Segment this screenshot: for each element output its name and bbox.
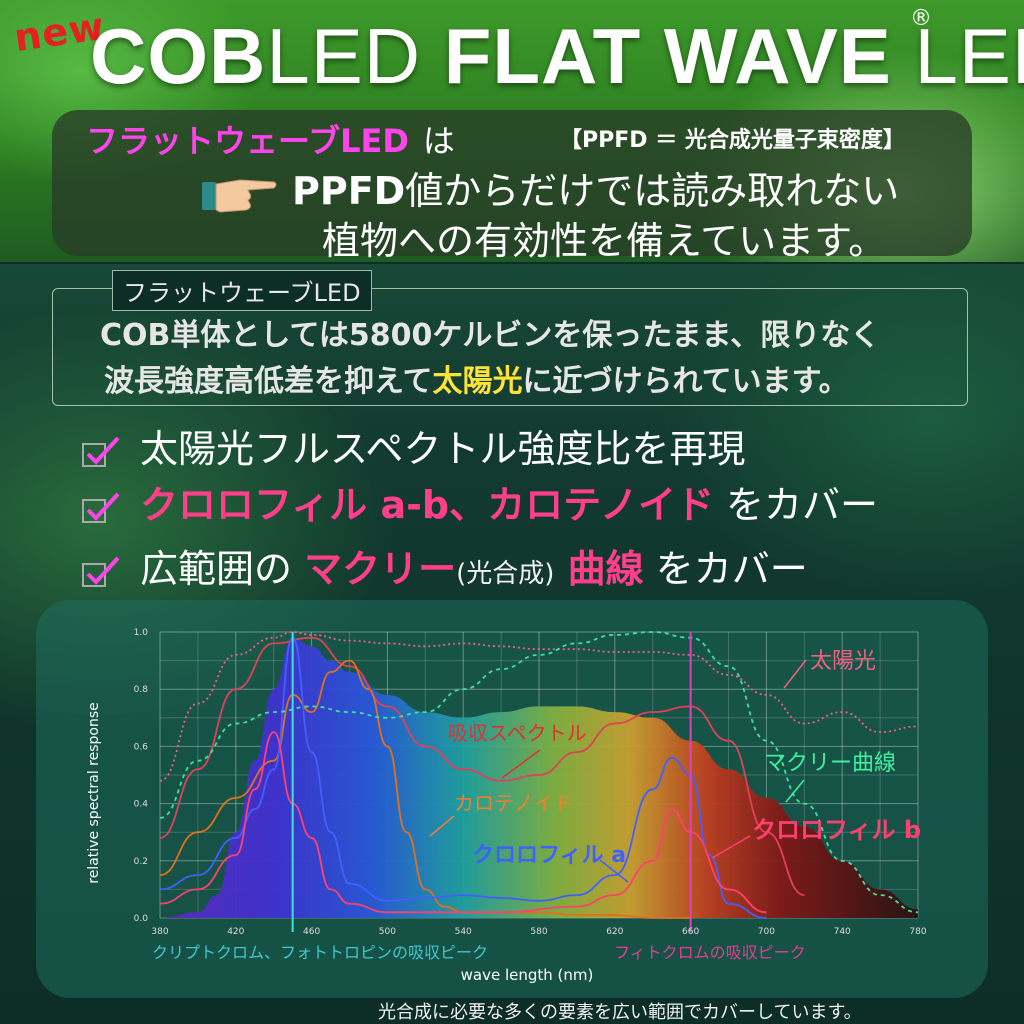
x-tick-label: 740 xyxy=(834,927,851,937)
y-axis-label: relative spectral response xyxy=(86,702,102,884)
annotation-phytochrome: フィトクロムの吸収ピーク xyxy=(614,943,806,962)
check-item-2-highlight: クロロフィル a-b、カロテノイド xyxy=(140,483,714,527)
check-item-1-text: 太陽光フルスペクトル強度比を再現 xyxy=(140,427,746,471)
annotation-arrows xyxy=(429,659,807,883)
annotation-absorption: 吸収スペクトル xyxy=(448,721,587,745)
check-item-2-post: をカバー xyxy=(713,483,879,527)
x-tick-label: 580 xyxy=(530,927,547,937)
footnote: 光合成に必要な多くの要素を広い範囲でカバーしています。 xyxy=(378,1002,862,1023)
ppfd-word: PPFD xyxy=(292,169,406,213)
annotation-chl-a: クロロフィル a xyxy=(472,843,626,868)
photosynthesis-note: (光合成) xyxy=(456,559,555,589)
ppfd-note: 【PPFD ＝ 光合成光量子束密度】 xyxy=(560,128,905,153)
arrow-chl-b xyxy=(711,835,751,859)
product-title: COBLED FLAT WAVE LED xyxy=(90,16,1024,96)
feature-box xyxy=(52,288,968,406)
check-item-2: クロロフィル a-b、カロテノイド をカバー xyxy=(80,474,878,529)
y-tick-label: 0.8 xyxy=(134,685,149,695)
check-item-3: 広範囲の マクリー(光合成) 曲線 をカバー xyxy=(80,538,808,593)
check-item-3-pre: 広範囲の xyxy=(140,547,305,591)
checkbox-icon xyxy=(82,556,120,587)
y-tick-label: 1.0 xyxy=(134,628,149,638)
check-item-3-post: をカバー xyxy=(643,547,808,591)
title-led-1: LED xyxy=(266,12,444,100)
x-tick-label: 700 xyxy=(758,927,775,937)
brand-name: フラットウェーブLED xyxy=(86,122,409,160)
feature-line2-pre: 波長強度高低差を抑えて xyxy=(104,364,433,399)
arrow-sunlight xyxy=(783,659,807,689)
feature-tab: フラットウェーブLED xyxy=(112,270,372,311)
x-axis-label: wave length (nm) xyxy=(461,966,594,984)
checkbox-icon xyxy=(82,436,120,467)
annotation-mccree: マクリー曲線 xyxy=(764,751,896,776)
annotation-cryptochrome: クリプトクロム、フォトトロピンの吸収ピーク xyxy=(152,943,488,962)
y-tick-label: 0.6 xyxy=(134,742,149,752)
title-cob: COB xyxy=(90,12,267,100)
x-tick-label: 420 xyxy=(227,927,244,937)
intro-line2-rest: 値からだけでは読み取れない xyxy=(405,169,900,213)
sunlight-highlight: 太陽光 xyxy=(432,364,523,399)
title-led-2: LED xyxy=(914,12,1024,100)
intro-line1: フラットウェーブLED は xyxy=(86,116,455,162)
check-item-1: 太陽光フルスペクトル強度比を再現 xyxy=(80,418,745,473)
intro-ha: は xyxy=(422,122,455,160)
series-absorption-line xyxy=(159,636,805,896)
checkbox-icon xyxy=(82,492,120,523)
x-tick-label: 660 xyxy=(682,927,699,937)
series-mccree-line xyxy=(159,631,919,914)
title-flat-wave: FLAT WAVE xyxy=(443,12,915,100)
x-tick-label: 500 xyxy=(379,927,396,937)
arrow-absorption xyxy=(501,749,541,779)
intro-line2: PPFD値からだけでは読み取れない xyxy=(292,160,899,215)
feature-line1: COB単体としては5800ケルビンを保ったまま、限りなく xyxy=(100,318,881,353)
x-tick-label: 540 xyxy=(455,927,472,937)
curve-highlight: 曲線 xyxy=(554,547,644,591)
y-tick-label: 0.4 xyxy=(134,800,149,810)
series-chl-a-line xyxy=(159,636,767,919)
series-carotenoid-line xyxy=(159,659,691,919)
registered-mark: ® xyxy=(910,6,932,31)
feature-line2-post: に近づけられています。 xyxy=(522,364,849,399)
x-tick-label: 380 xyxy=(151,927,168,937)
intro-line3: 植物への有効性を備えています。 xyxy=(322,219,887,263)
annotation-chl-b: クロロフィル b xyxy=(752,816,921,844)
annotation-sunlight: 太陽光 xyxy=(810,649,876,674)
pointing-hand-icon xyxy=(202,179,277,213)
arrow-mccree xyxy=(785,779,805,803)
annotation-carotenoid: カロテノイド xyxy=(454,791,573,815)
x-tick-label: 620 xyxy=(606,927,623,937)
series-chl-b-line xyxy=(159,731,767,914)
feature-line2: 波長強度高低差を抑えて太陽光に近づけられています。 xyxy=(104,356,849,400)
arrow-carotenoid xyxy=(429,815,455,837)
x-tick-label: 460 xyxy=(303,927,320,937)
mccree-highlight: マクリー xyxy=(304,547,457,591)
y-tick-label: 0.2 xyxy=(134,857,148,867)
y-tick-label: 0.0 xyxy=(134,914,149,924)
arrow-chl-a xyxy=(599,859,629,883)
x-tick-label: 780 xyxy=(909,927,926,937)
